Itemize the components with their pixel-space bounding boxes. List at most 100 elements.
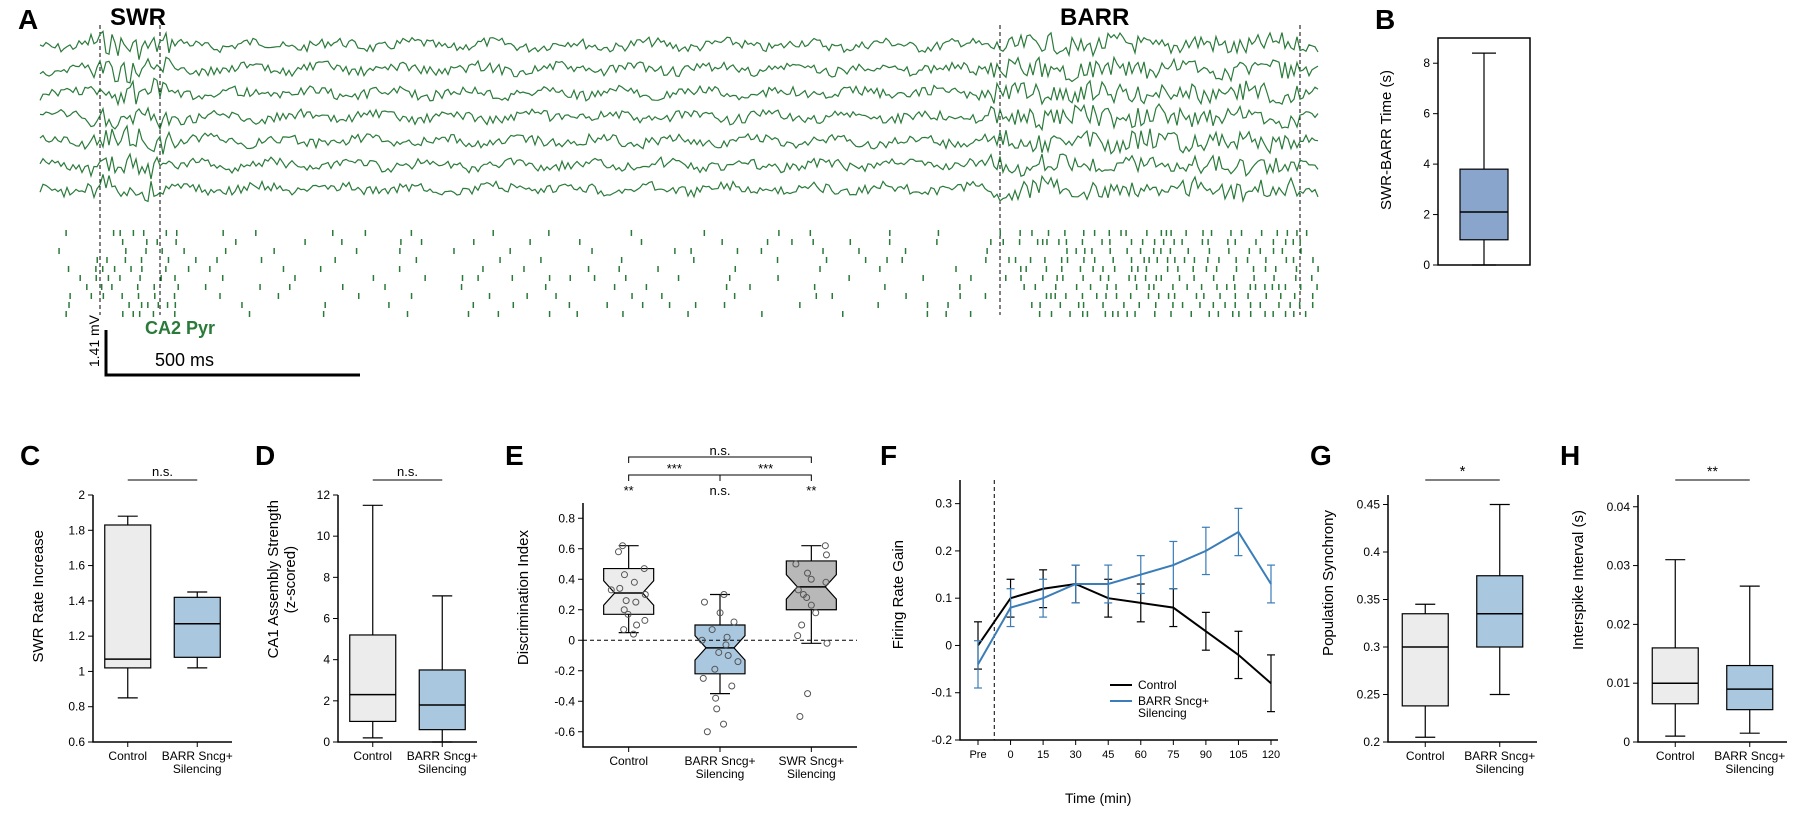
svg-text:BARR Sncg+: BARR Sncg+ xyxy=(162,749,233,763)
svg-text:1.6: 1.6 xyxy=(68,559,85,573)
svg-text:105: 105 xyxy=(1229,749,1247,761)
svg-text:2: 2 xyxy=(323,694,330,708)
svg-text:0: 0 xyxy=(1623,735,1630,749)
panel-c-ylabel: SWR Rate Increase xyxy=(30,530,47,663)
svg-text:Silencing: Silencing xyxy=(1138,706,1187,720)
ca2-label: CA2 Pyr xyxy=(145,318,215,339)
svg-text:***: *** xyxy=(758,461,773,476)
svg-text:4: 4 xyxy=(323,653,330,667)
svg-text:1: 1 xyxy=(78,664,85,678)
panel-b-ylabel: SWR-BARR Time (s) xyxy=(1378,70,1395,210)
svg-text:n.s.: n.s. xyxy=(710,443,731,458)
svg-text:-0.2: -0.2 xyxy=(931,733,952,747)
panel-h-ylabel: Interspike Interval (s) xyxy=(1570,510,1587,650)
svg-text:0.2: 0.2 xyxy=(1363,735,1380,749)
scale-y-label: 1.41 mV xyxy=(86,315,102,367)
svg-text:15: 15 xyxy=(1037,749,1049,761)
svg-text:Control: Control xyxy=(108,749,147,763)
svg-text:6: 6 xyxy=(1423,107,1430,121)
panel-f-label: F xyxy=(880,440,897,472)
svg-text:Silencing: Silencing xyxy=(787,767,836,781)
svg-text:Control: Control xyxy=(1656,749,1695,763)
svg-text:6: 6 xyxy=(323,612,330,626)
svg-text:0.8: 0.8 xyxy=(68,700,85,714)
panel-e-label: E xyxy=(505,440,524,472)
svg-text:12: 12 xyxy=(317,488,331,502)
svg-text:0.3: 0.3 xyxy=(1363,640,1380,654)
svg-text:75: 75 xyxy=(1167,749,1179,761)
svg-text:0: 0 xyxy=(568,633,575,647)
svg-text:8: 8 xyxy=(323,570,330,584)
svg-text:BARR Sncg+: BARR Sncg+ xyxy=(407,749,478,763)
svg-text:0.45: 0.45 xyxy=(1357,498,1381,512)
svg-text:Control: Control xyxy=(609,754,648,768)
svg-text:0.6: 0.6 xyxy=(68,735,85,749)
svg-text:45: 45 xyxy=(1102,749,1114,761)
svg-text:4: 4 xyxy=(1423,157,1430,171)
svg-text:0: 0 xyxy=(1007,749,1013,761)
svg-text:0: 0 xyxy=(1423,258,1430,272)
svg-text:1.8: 1.8 xyxy=(68,523,85,537)
svg-text:Silencing: Silencing xyxy=(1475,762,1524,776)
svg-text:1.2: 1.2 xyxy=(68,629,85,643)
panel-f-ylabel: Firing Rate Gain xyxy=(890,540,907,649)
svg-text:Silencing: Silencing xyxy=(696,767,745,781)
svg-text:n.s.: n.s. xyxy=(710,483,731,498)
svg-text:-0.4: -0.4 xyxy=(554,694,575,708)
svg-text:n.s.: n.s. xyxy=(397,464,418,479)
svg-text:2: 2 xyxy=(1423,208,1430,222)
panel-h-plot: 00.010.020.030.04ControlBARR Sncg+Silenc… xyxy=(1600,460,1795,800)
svg-text:**: ** xyxy=(624,483,634,498)
svg-text:-0.6: -0.6 xyxy=(554,725,575,739)
panel-g-label: G xyxy=(1310,440,1332,472)
svg-text:Silencing: Silencing xyxy=(418,762,467,776)
svg-text:Control: Control xyxy=(353,749,392,763)
svg-text:2: 2 xyxy=(78,488,85,502)
panel-a-traces xyxy=(40,10,1340,330)
panel-d-ylabel: CA1 Assembly Strength (z-scored) xyxy=(265,500,299,658)
svg-text:Silencing: Silencing xyxy=(173,762,222,776)
svg-text:0.4: 0.4 xyxy=(1363,545,1380,559)
svg-text:0.02: 0.02 xyxy=(1607,617,1631,631)
svg-text:Pre: Pre xyxy=(969,749,986,761)
svg-text:0.2: 0.2 xyxy=(935,544,952,558)
svg-text:1.4: 1.4 xyxy=(68,594,85,608)
svg-text:10: 10 xyxy=(317,529,331,543)
panel-d-plot: 0 2 4 6 8 10 12 Control BARR Sncg+Silencing n.s. xyxy=(300,460,485,800)
svg-text:**: ** xyxy=(806,483,816,498)
svg-text:Control: Control xyxy=(1138,678,1177,692)
svg-text:Control: Control xyxy=(1406,749,1445,763)
svg-text:8: 8 xyxy=(1423,56,1430,70)
panel-e-plot: -0.6-0.4-0.200.20.40.60.8ControlBARR Snc… xyxy=(545,445,865,805)
panel-c-plot: 0.6 0.8 1 1.2 1.4 1.6 1.8 2 Control BARR Sncg+Sil… xyxy=(55,460,240,800)
svg-text:n.s.: n.s. xyxy=(152,464,173,479)
svg-text:30: 30 xyxy=(1070,749,1082,761)
svg-text:0.04: 0.04 xyxy=(1607,500,1631,514)
svg-text:0.6: 0.6 xyxy=(558,542,575,556)
svg-text:120: 120 xyxy=(1262,749,1280,761)
panel-b-label: B xyxy=(1375,4,1395,36)
svg-text:0: 0 xyxy=(323,735,330,749)
panel-f-plot: -0.2-0.100.10.20.3Pre0153045607590105120… xyxy=(920,460,1290,800)
svg-text:0.3: 0.3 xyxy=(935,497,952,511)
svg-text:*: * xyxy=(1460,463,1466,480)
panel-g-ylabel: Population Synchrony xyxy=(1320,510,1337,656)
svg-text:Silencing: Silencing xyxy=(1725,762,1774,776)
svg-text:0.4: 0.4 xyxy=(558,572,575,586)
svg-text:0.03: 0.03 xyxy=(1607,559,1631,573)
panel-b-plot: 0 2 4 6 8 xyxy=(1405,20,1545,280)
panel-f-xlabel: Time (min) xyxy=(1065,790,1131,806)
svg-text:0.1: 0.1 xyxy=(935,591,952,605)
svg-text:SWR Sncg+: SWR Sncg+ xyxy=(778,754,844,768)
svg-text:0.25: 0.25 xyxy=(1357,688,1381,702)
panel-a-scalebar xyxy=(105,330,365,390)
svg-text:0.2: 0.2 xyxy=(558,603,575,617)
svg-text:-0.2: -0.2 xyxy=(554,664,575,678)
svg-text:***: *** xyxy=(667,461,682,476)
svg-text:**: ** xyxy=(1707,463,1718,479)
svg-text:BARR Sncg+: BARR Sncg+ xyxy=(684,754,755,768)
svg-text:60: 60 xyxy=(1135,749,1147,761)
panel-h-label: H xyxy=(1560,440,1580,472)
svg-text:0.35: 0.35 xyxy=(1357,593,1381,607)
svg-text:0: 0 xyxy=(945,638,952,652)
